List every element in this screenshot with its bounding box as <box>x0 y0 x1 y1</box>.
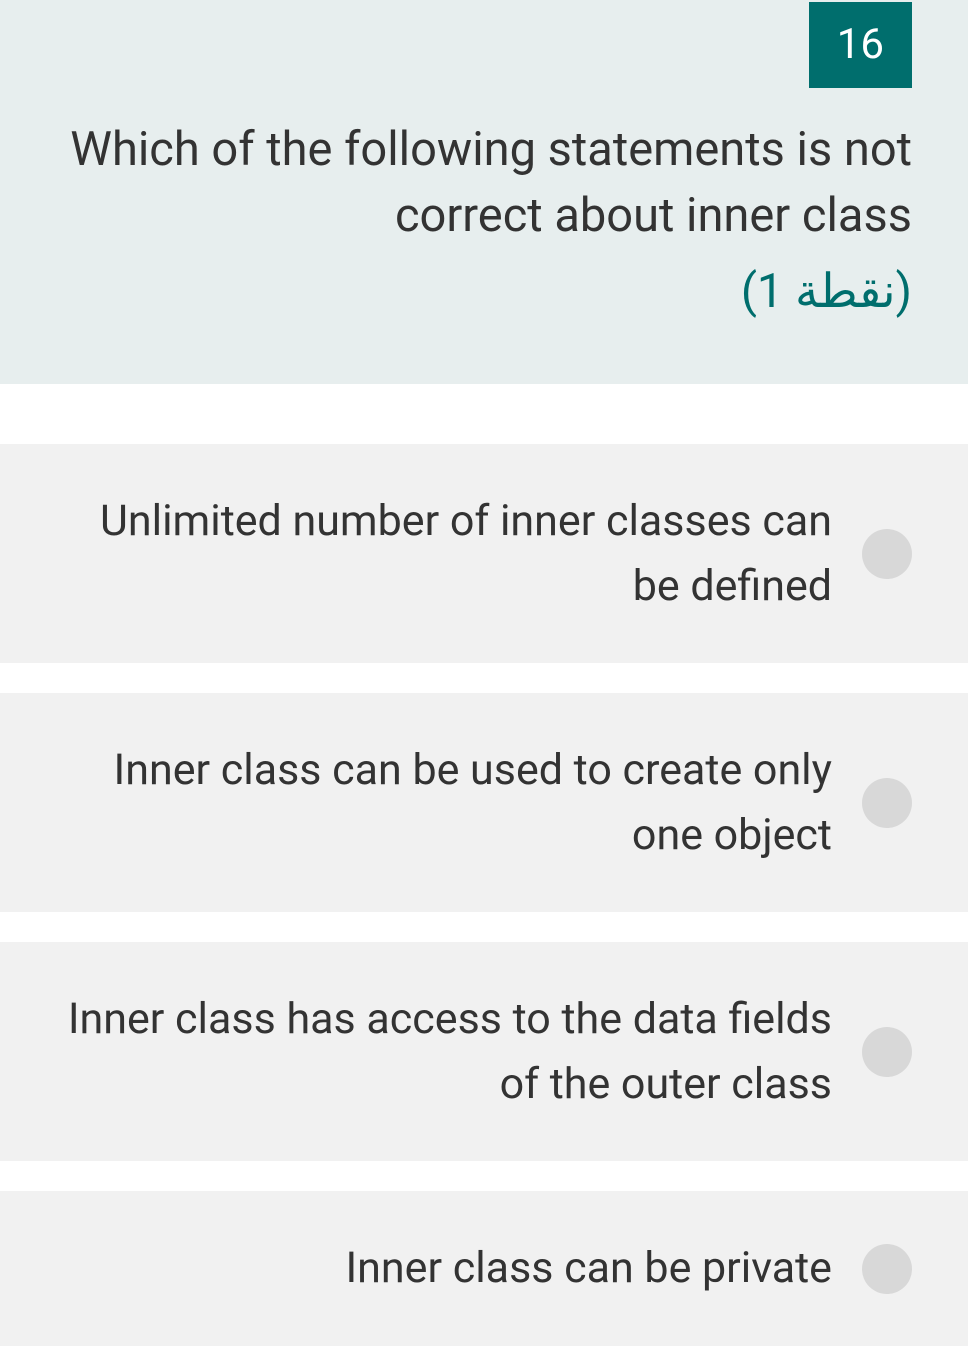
question-header: 16 Which of the following statements is … <box>0 0 968 384</box>
radio-button[interactable] <box>862 1244 912 1294</box>
option-row[interactable]: Inner class has access to the data field… <box>0 942 968 1161</box>
option-text: Unlimited number of inner classes can be… <box>60 489 832 618</box>
question-number-badge: 16 <box>809 2 912 88</box>
option-text: Inner class has access to the data field… <box>60 987 832 1116</box>
radio-button[interactable] <box>862 1027 912 1077</box>
options-container: Unlimited number of inner classes can be… <box>0 384 968 1346</box>
radio-button[interactable] <box>862 778 912 828</box>
option-text: Inner class can be used to create only o… <box>60 738 832 867</box>
option-row[interactable]: Inner class can be private <box>0 1191 968 1346</box>
radio-button[interactable] <box>862 529 912 579</box>
option-row[interactable]: Unlimited number of inner classes can be… <box>0 444 968 663</box>
question-points: (1 نقطة) <box>0 249 968 325</box>
option-text: Inner class can be private <box>60 1236 832 1301</box>
option-row[interactable]: Inner class can be used to create only o… <box>0 693 968 912</box>
